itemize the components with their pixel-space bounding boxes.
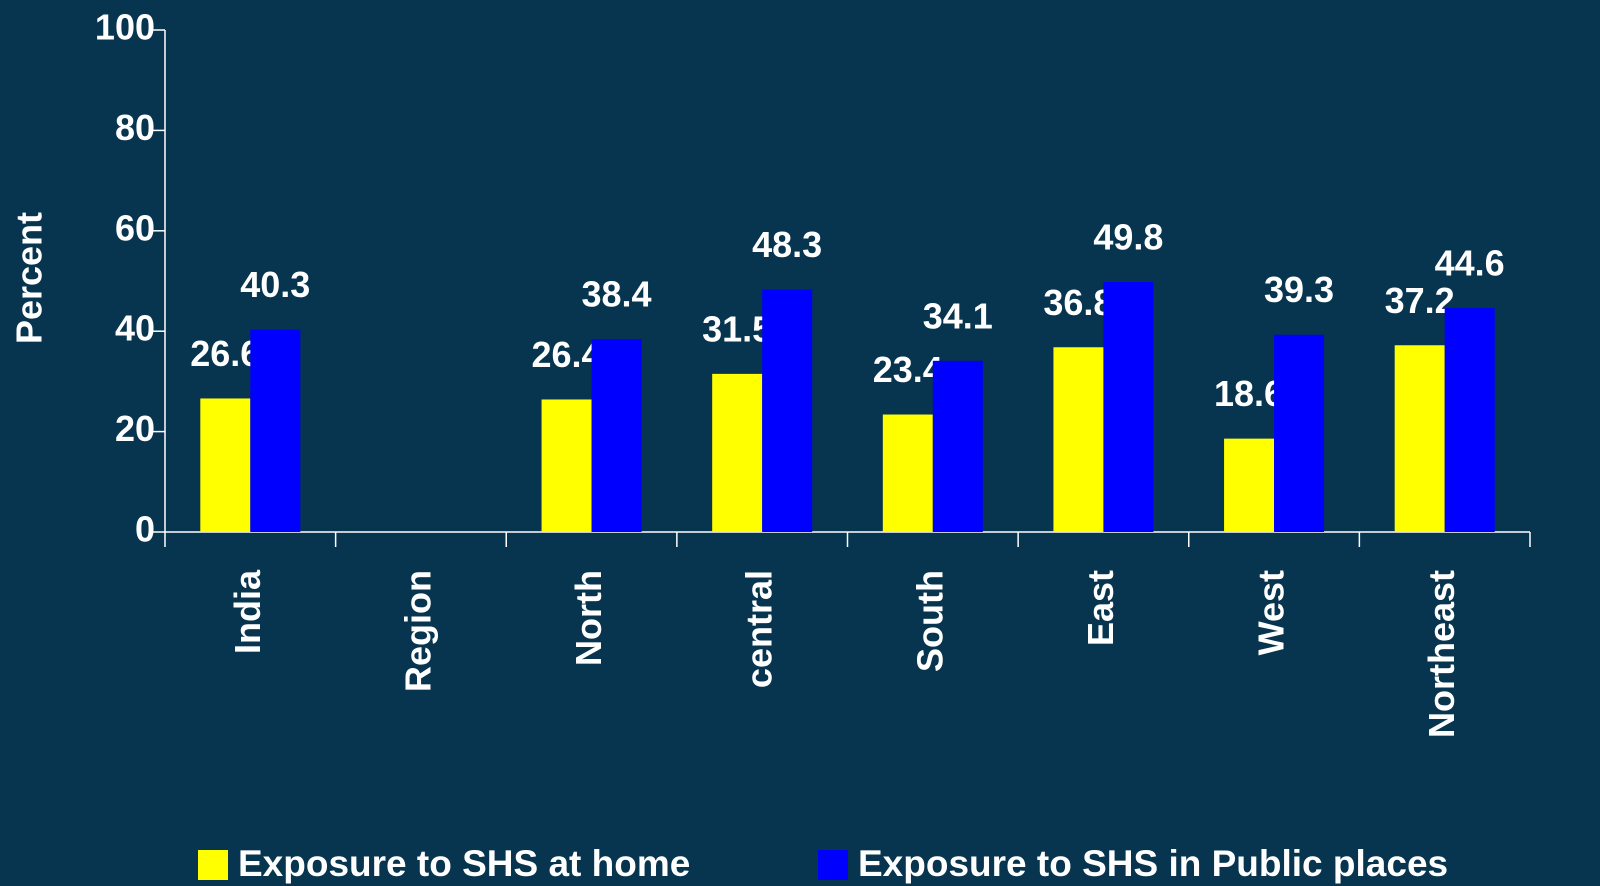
x-tick-label: West — [1251, 570, 1292, 655]
legend-swatch — [198, 850, 228, 880]
bar — [200, 398, 251, 532]
data-label: 23.4 — [873, 349, 943, 390]
y-tick-label: 80 — [115, 107, 155, 148]
data-label: 48.3 — [752, 224, 822, 265]
x-tick-label: East — [1080, 570, 1121, 646]
data-label: 31.5 — [702, 308, 772, 349]
bar — [1274, 334, 1325, 532]
data-label: 26.4 — [532, 334, 602, 375]
data-label: 26.6 — [190, 333, 260, 374]
data-label: 39.3 — [1264, 269, 1334, 310]
bar — [250, 329, 301, 532]
bar — [712, 373, 763, 532]
legend-label: Exposure to SHS in Public places — [858, 843, 1448, 884]
bar — [1444, 308, 1495, 532]
bar — [541, 399, 592, 532]
y-tick-label: 100 — [95, 7, 155, 48]
bar — [1053, 347, 1104, 532]
data-label: 49.8 — [1093, 217, 1163, 258]
data-label: 18.6 — [1214, 373, 1284, 414]
legend-swatch — [818, 850, 848, 880]
x-tick-label: Northeast — [1421, 570, 1462, 738]
data-label: 40.3 — [240, 264, 310, 305]
y-tick-label: 20 — [115, 408, 155, 449]
bar — [1103, 282, 1154, 532]
data-label: 36.8 — [1043, 282, 1113, 323]
y-tick-label: 0 — [135, 509, 155, 550]
bar — [932, 360, 983, 532]
x-tick-label: India — [227, 569, 268, 654]
data-label: 37.2 — [1385, 280, 1455, 321]
data-label: 38.4 — [582, 274, 652, 315]
y-tick-label: 40 — [115, 308, 155, 349]
y-tick-label: 60 — [115, 207, 155, 248]
data-label: 44.6 — [1435, 243, 1505, 284]
legend-label: Exposure to SHS at home — [238, 843, 690, 884]
bar — [1224, 438, 1275, 532]
bar — [882, 414, 933, 532]
data-label: 34.1 — [923, 295, 993, 336]
bar — [1394, 345, 1445, 532]
x-tick-label: central — [739, 570, 780, 688]
bar — [762, 289, 813, 532]
x-tick-label: South — [909, 570, 950, 672]
x-tick-label: Region — [397, 570, 438, 692]
x-tick-label: North — [568, 570, 609, 666]
y-axis-label: Percent — [9, 212, 50, 344]
bar — [591, 339, 642, 532]
